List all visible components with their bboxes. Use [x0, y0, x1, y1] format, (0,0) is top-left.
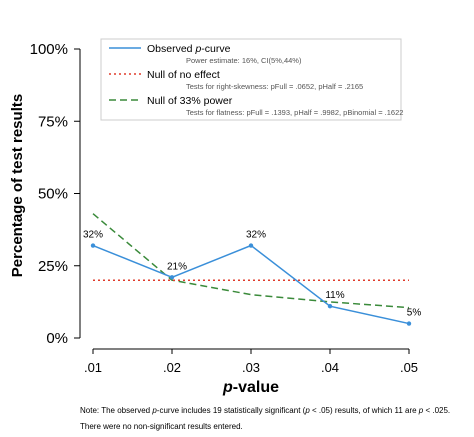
data-label-4: 5%	[407, 308, 422, 319]
data-label-0: 32%	[83, 230, 103, 241]
legend-label-1: Null of no effect	[147, 69, 220, 81]
series-line-2	[92, 213, 410, 309]
legend-sub-2: Tests for flatness: pFull = .1393, pHalf…	[186, 108, 403, 117]
observed-point-0	[90, 243, 96, 248]
legend-sub-1: Tests for right-skewness: pFull = .0652,…	[186, 82, 363, 91]
observed-point-2	[248, 243, 254, 248]
x-tick-label-3: .04	[321, 360, 339, 375]
observed-point-1	[169, 275, 175, 280]
y-tick-label-50: 50%	[38, 186, 68, 203]
data-label-1: 21%	[167, 261, 187, 272]
x-tick-label-0: .01	[84, 360, 102, 375]
x-axis-title: p-value	[222, 379, 279, 396]
legend-box	[100, 38, 402, 121]
legend-label-2: Null of 33% power	[147, 95, 233, 107]
legend-label-0: Observed p-curve	[147, 43, 231, 55]
y-tick-label-25: 25%	[38, 258, 68, 275]
note-line-2: There were no non-significant results en…	[80, 422, 243, 431]
observed-point-4	[406, 321, 412, 326]
data-label-2: 32%	[246, 230, 266, 241]
y-tick-label-0: 0%	[46, 330, 68, 347]
observed-point-3	[327, 304, 333, 309]
x-tick-label-1: .02	[163, 360, 181, 375]
x-tick-label-4: .05	[400, 360, 418, 375]
series-line-0	[92, 244, 410, 325]
data-label-3: 11%	[325, 290, 344, 301]
p-curve-chart: 0% 25% 50% 75% 100% Percentage of test result…	[9, 38, 422, 396]
y-tick-label-75: 75%	[38, 113, 68, 130]
note-line-1: Note: The observed p-curve includes 19 s…	[80, 406, 451, 415]
x-tick-label-2: .03	[242, 360, 260, 375]
legend-sub-0: Power estimate: 16%, CI(5%,44%)	[186, 56, 302, 65]
y-tick-label-100: 100%	[30, 41, 68, 58]
y-axis-title: Percentage of test results	[9, 94, 26, 277]
